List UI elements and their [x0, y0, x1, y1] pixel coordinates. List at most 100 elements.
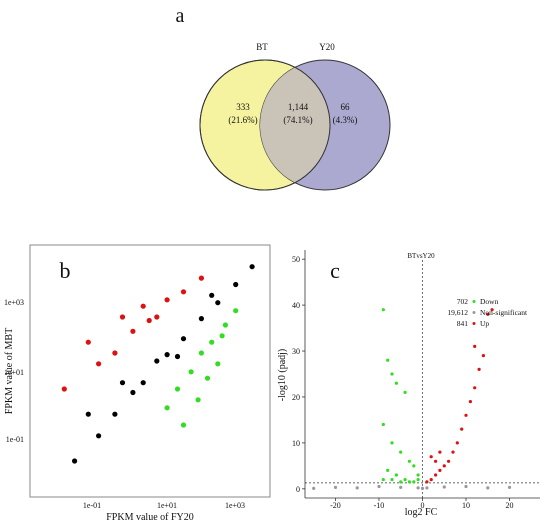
volcano-point-non-significant	[312, 486, 316, 490]
scatter-point-down	[233, 308, 239, 314]
volcano-point-down	[412, 464, 416, 468]
volcano-points	[312, 308, 512, 490]
volcano-point-down	[390, 441, 394, 445]
volcano-point-up	[438, 450, 442, 454]
legend-label: Down	[480, 297, 499, 306]
scatter-point-up	[198, 275, 204, 281]
volcano-point-non-significant	[442, 485, 446, 489]
scatter-point-up	[130, 328, 136, 334]
scatter-point-non-significant	[119, 380, 126, 386]
x-axis-label: log2 FC	[405, 507, 438, 518]
volcano-point-up	[434, 473, 438, 477]
scatter-point-down	[180, 422, 187, 428]
volcano-point-up	[442, 464, 446, 468]
volcano-point-non-significant	[507, 485, 512, 489]
y-tick-label: 1e+03	[4, 298, 24, 307]
volcano-point-down	[394, 473, 398, 477]
scatter-point-down	[222, 322, 228, 328]
volcano-point-down	[416, 478, 420, 482]
volcano-point-non-significant	[399, 485, 403, 489]
venn-diagram: a BT Y20 333 (21.6%) 1,144 (74.1%) 66 (4…	[176, 5, 391, 191]
volcano-point-up	[490, 308, 494, 312]
legend-label: Up	[480, 319, 489, 328]
scatter-point-non-significant	[130, 389, 136, 396]
volcano-point-non-significant	[416, 486, 420, 490]
volcano-point-non-significant	[333, 485, 338, 489]
y-tick-label: 20	[292, 393, 300, 402]
scatter-point-up	[180, 289, 187, 295]
y-axis-label: FPKM value of MBT	[4, 328, 15, 414]
volcano-point-non-significant	[464, 484, 468, 489]
venn-overlap	[260, 60, 330, 190]
volcano-point-up	[429, 455, 433, 459]
volcano-point-up	[447, 459, 451, 463]
y-tick-label: 0	[296, 485, 300, 494]
x-tick-label: -10	[374, 501, 385, 510]
volcano-point-up	[429, 478, 433, 482]
scatter-point-up	[154, 314, 160, 320]
x-axis-label: FPKM value of FY20	[106, 512, 194, 523]
volcano-point-up	[473, 386, 477, 390]
volcano-point-down	[381, 308, 385, 312]
volcano-point-up	[481, 354, 485, 358]
plot-area	[29, 244, 271, 498]
scatter-point-non-significant	[198, 316, 204, 322]
volcano-point-up	[434, 459, 438, 463]
scatter-point-non-significant	[180, 336, 187, 342]
legend-count: 19,612	[447, 308, 468, 317]
y-tick-label: 50	[292, 255, 300, 264]
scatter-point-down	[195, 397, 201, 403]
legend-marker-down	[472, 300, 476, 303]
venn-set-label-y20: Y20	[319, 42, 335, 52]
volcano-chart: 0 10 20 30 40 50 -20 -10 0 10 20 c BTvsY20 702 Dow…	[277, 250, 540, 518]
venn-outline-bt	[199, 59, 331, 191]
volcano-point-non-significant	[355, 486, 359, 490]
volcano-point-up	[473, 344, 477, 348]
scatter-point-up	[140, 303, 146, 309]
scatter-point-up	[85, 339, 91, 345]
chart-title: BTvsY20	[407, 252, 435, 260]
volcano-point-non-significant	[425, 486, 429, 490]
x-tick-label: 1e+03	[225, 501, 245, 510]
legend-count: 841	[457, 319, 469, 328]
volcano-point-up	[425, 480, 429, 484]
scatter-point-down	[174, 386, 181, 392]
scatter-point-up	[96, 361, 102, 367]
y-tick-label: 1e+01	[4, 368, 24, 377]
volcano-point-down	[412, 480, 416, 484]
panel-label-c: c	[330, 258, 340, 283]
scatter-point-non-significant	[154, 358, 160, 364]
venn-count-overlap: 1,144	[288, 102, 309, 112]
legend: 702 Down 19,612 Non-significant 841 Up	[447, 297, 528, 328]
volcano-point-non-significant	[420, 486, 425, 490]
volcano-point-down	[399, 450, 403, 454]
venn-count-y20-only: 66	[341, 102, 351, 112]
volcano-point-down	[407, 480, 411, 484]
scatter-point-down	[215, 361, 221, 367]
scatter-point-non-significant	[85, 411, 91, 417]
volcano-point-down	[386, 358, 390, 362]
scatter-point-non-significant	[96, 433, 102, 439]
scatter-point-non-significant	[233, 281, 239, 288]
panel-label-b: b	[60, 258, 71, 283]
volcano-point-down	[390, 478, 394, 482]
y-tick-label: 10	[292, 439, 300, 448]
fpkm-scatter-panel: b 1e-01 1e+01 1e+03 1e-01 1e+01 1e+03 FP…	[0, 240, 275, 525]
volcano-point-up	[477, 367, 481, 371]
scatter-point-non-significant	[140, 380, 146, 386]
venn-panel: a BT Y20 333 (21.6%) 1,144 (74.1%) 66 (4…	[0, 0, 550, 215]
volcano-point-down	[403, 478, 407, 482]
volcano-point-down	[386, 468, 390, 472]
legend-count: 702	[457, 297, 469, 306]
scatter-point-non-significant	[174, 353, 181, 360]
venn-pct-overlap: (74.1%)	[283, 115, 312, 125]
venn-pct-y20-only: (4.3%)	[333, 115, 358, 125]
scatter-point-non-significant	[249, 264, 255, 270]
volcano-point-down	[381, 422, 385, 427]
y-tick-label: 1e-01	[6, 435, 24, 444]
volcano-point-up	[438, 468, 442, 472]
volcano-point-down	[399, 480, 403, 484]
scatter-point-non-significant	[215, 300, 221, 306]
x-tick-label: 0	[421, 501, 425, 510]
scatter-point-up	[146, 317, 152, 324]
